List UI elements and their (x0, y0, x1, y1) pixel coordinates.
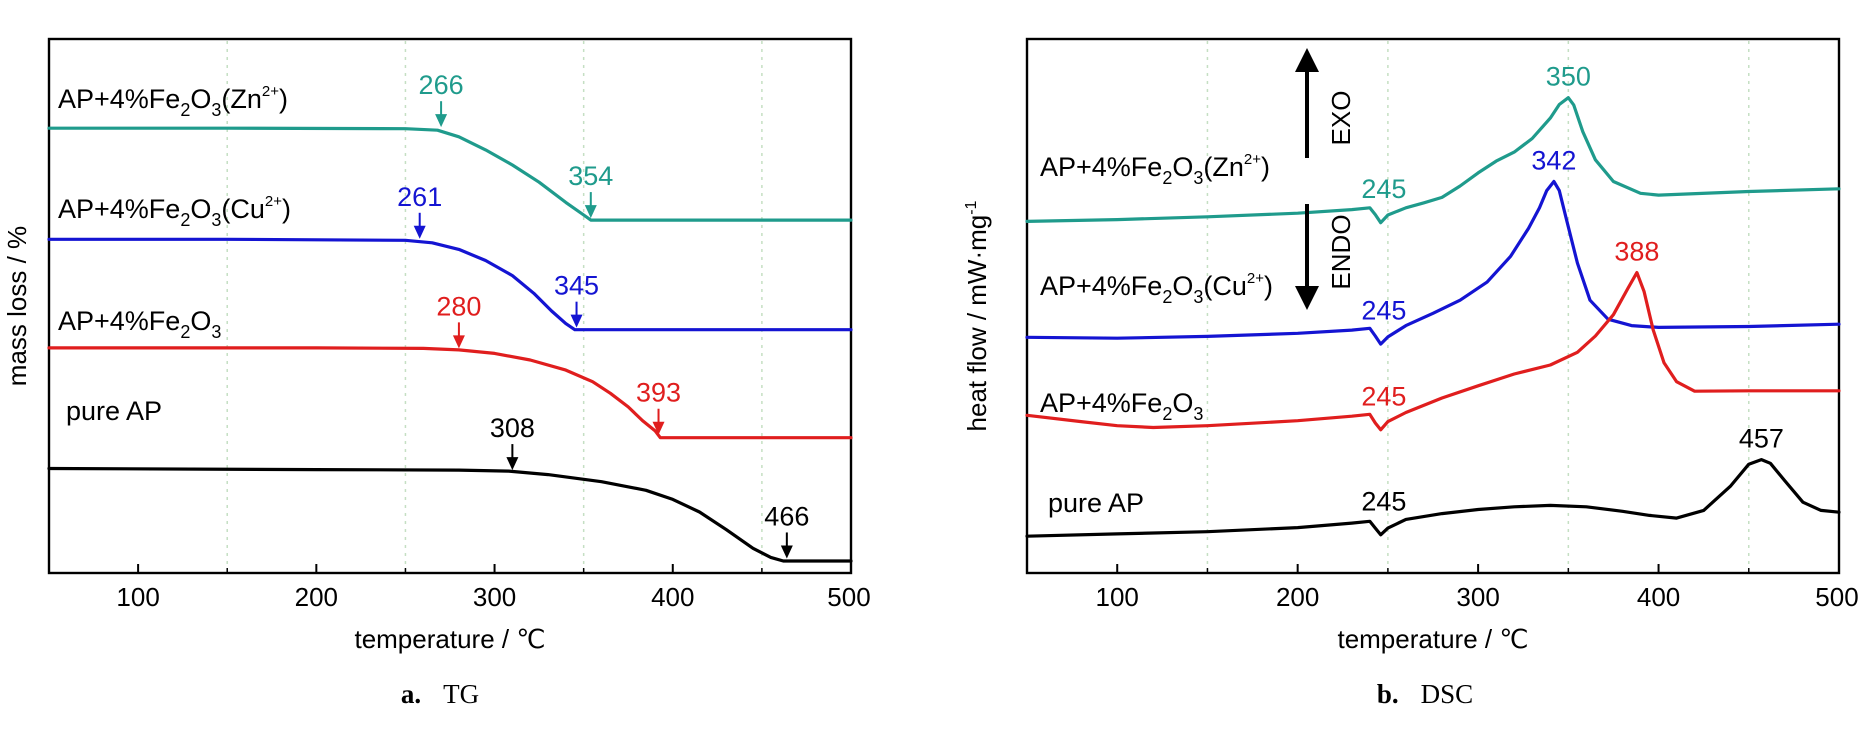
tg-annotation-arrow-head (413, 225, 426, 239)
dsc-y-axis-title-sup: -1 (963, 200, 980, 214)
tg-annotations: 266 354 261 345 280 393 308 466 (397, 70, 809, 559)
dsc-series-line-1 (1025, 179, 1841, 346)
endo-arrow-head (1295, 286, 1319, 310)
tg-annotation-arrow-head (452, 335, 465, 349)
tg-series-label-2: AP+4%Fe2O3 (58, 306, 221, 342)
tg-annotation-label: 308 (490, 413, 535, 443)
dsc-grid (1206, 41, 1750, 571)
dsc-series-label-1: AP+4%Fe2O3(Cu2+) (1040, 270, 1273, 307)
tg-series-labels: AP+4%Fe2O3(Zn2+) AP+4%Fe2O3(Cu2+) AP+4%Fe2… (58, 83, 291, 426)
dsc-series-line-0 (1025, 96, 1841, 225)
dsc-plot-frame (1025, 37, 1841, 575)
dsc-annotations: 245 350 245 342 245 388 245 457 (1361, 62, 1784, 517)
dsc-series-line-3 (1025, 458, 1841, 538)
dsc-annotation-label: 350 (1546, 62, 1591, 92)
exo-arrow-head (1295, 48, 1319, 72)
dsc-series-label-2: AP+4%Fe2O3 (1040, 388, 1203, 424)
tg-annotation-arrow-head (570, 314, 583, 328)
dsc-x-tick-label: 200 (1276, 582, 1319, 612)
dsc-annotation-label: 245 (1361, 487, 1406, 517)
tg-series-line-3 (47, 466, 853, 563)
dsc-caption-letter: b. (1377, 679, 1399, 709)
tg-x-tick-label: 300 (473, 582, 516, 612)
tg-series-line-1 (47, 237, 853, 332)
tg-y-axis-title: mass loss / % (2, 226, 32, 386)
tg-series-label-1: AP+4%Fe2O3(Cu2+) (58, 193, 291, 230)
tg-x-tick-label: 400 (651, 582, 694, 612)
dsc-x-axis-title: temperature / ℃ (1337, 624, 1528, 654)
dsc-y-axis-title-main: heat flow / mW·mg (962, 215, 992, 432)
dsc-series-label-0: AP+4%Fe2O3(Zn2+) (1040, 151, 1270, 188)
dsc-annotation-label: 245 (1361, 381, 1406, 411)
endo-label: ENDO (1326, 214, 1356, 289)
tg-annotation-label: 466 (764, 501, 809, 531)
tg-annotation-arrow-head (652, 421, 665, 435)
tg-annotation-label: 266 (419, 70, 464, 100)
tg-annotation-arrow-head (584, 205, 597, 219)
dsc-x-tick-label: 500 (1815, 582, 1858, 612)
tg-plot-frame (47, 37, 853, 575)
dsc-caption-text: DSC (1421, 679, 1474, 709)
dsc-series-labels: AP+4%Fe2O3(Zn2+) AP+4%Fe2O3(Cu2+) AP+4%Fe2… (1040, 151, 1273, 518)
tg-series-line-2 (47, 346, 853, 440)
tg-caption-letter: a. (401, 679, 421, 709)
tg-annotation-arrow-head (435, 114, 448, 128)
tg-series-label-0: AP+4%Fe2O3(Zn2+) (58, 83, 288, 120)
tg-annotation-arrow-head (506, 457, 519, 471)
tg-annotation-label: 280 (436, 291, 481, 321)
tg-panel: 100 200 300 400 500 266 354 261 345 280 393 308 466… (2, 37, 871, 709)
tg-series-group (47, 126, 853, 563)
dsc-annotation-label: 457 (1739, 424, 1784, 454)
tg-x-tick-label: 500 (827, 582, 870, 612)
dsc-x-tick-label: 400 (1637, 582, 1680, 612)
dsc-annotation-label: 342 (1531, 146, 1576, 176)
dsc-y-axis-title: heat flow / mW·mg-1 (962, 200, 992, 431)
dsc-annotation-label: 388 (1614, 237, 1659, 267)
tg-series-label-3: pure AP (66, 396, 162, 426)
dsc-x-ticks: 100 200 300 400 500 (1096, 564, 1859, 612)
tg-annotation-label: 354 (568, 161, 613, 191)
tg-annotation-label: 393 (636, 378, 681, 408)
tg-annotation-arrow-head (780, 545, 793, 559)
tg-panel-caption: a. TG (401, 679, 479, 709)
tg-x-axis-title: temperature / ℃ (354, 624, 545, 654)
dsc-series-line-2 (1025, 271, 1841, 432)
dsc-series-label-3: pure AP (1048, 488, 1144, 518)
dsc-annotation-label: 245 (1361, 174, 1406, 204)
exo-label: EXO (1326, 91, 1356, 146)
dsc-series-group (1025, 96, 1841, 538)
tg-annotation-label: 345 (554, 271, 599, 301)
dsc-panel-caption: b. DSC (1377, 679, 1473, 709)
dsc-annotation-label: 245 (1361, 295, 1406, 325)
dsc-x-tick-label: 300 (1456, 582, 1499, 612)
tg-x-tick-label: 100 (116, 582, 159, 612)
tg-grid (226, 41, 763, 571)
tg-annotation-label: 261 (397, 182, 442, 212)
dsc-panel: 100 200 300 400 500 245 350 245 342 245 388 245 457… (962, 37, 1859, 709)
tg-series-line-0 (47, 126, 853, 222)
dsc-x-tick-label: 100 (1096, 582, 1139, 612)
tg-x-ticks: 100 200 300 400 500 (116, 564, 871, 612)
tg-caption-text: TG (443, 679, 479, 709)
tg-x-tick-label: 200 (295, 582, 338, 612)
exo-endo-indicator: EXO ENDO (1295, 48, 1356, 310)
